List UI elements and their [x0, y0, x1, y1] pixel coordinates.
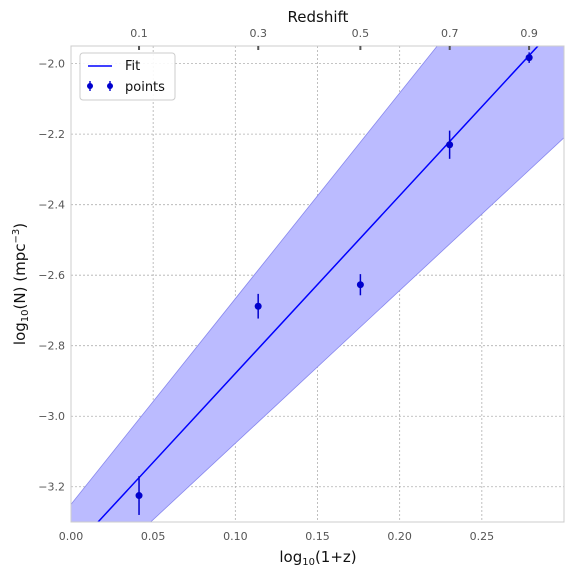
- fit-line-layer: [97, 46, 539, 522]
- y-tick-label: −2.8: [38, 340, 65, 353]
- data-point: [356, 274, 364, 296]
- data-point: [135, 476, 143, 515]
- fit-line: [97, 46, 539, 522]
- top-tick-label: 0.9: [520, 27, 538, 40]
- y-tick-label: −2.4: [38, 199, 65, 212]
- y-axis-label: log10(N) (mpc−3): [11, 223, 31, 345]
- top-tick-label: 0.1: [130, 27, 148, 40]
- point-marker: [356, 281, 364, 289]
- x-tick-label: 0.20: [387, 530, 412, 543]
- legend-points-swatch: [87, 81, 113, 91]
- data-point: [525, 52, 533, 63]
- x-tick-label: 0.15: [305, 530, 330, 543]
- point-marker: [446, 141, 454, 149]
- y-tick-label: −3.0: [38, 410, 65, 423]
- x-tick-label: 0.25: [470, 530, 495, 543]
- x-tick-label: 0.10: [223, 530, 248, 543]
- data-point: [254, 293, 262, 319]
- data-point: [446, 130, 454, 159]
- x-tick-label: 0.05: [141, 530, 166, 543]
- top-tick-label: 0.3: [249, 27, 267, 40]
- top-tick-label: 0.5: [352, 27, 370, 40]
- y-tick-label: −2.0: [38, 58, 65, 71]
- top-axis-label: Redshift: [288, 8, 349, 26]
- y-axis-ticks: −3.2 −3.0 −2.8 −2.6 −2.4 −2.2 −2.0: [38, 58, 65, 494]
- legend-box: [79, 52, 176, 101]
- data-points: [135, 52, 533, 515]
- plot-frame: [70, 45, 565, 523]
- legend: Fit points: [79, 52, 176, 101]
- legend-points-label: points: [125, 80, 165, 95]
- point-marker: [525, 54, 533, 62]
- y-tick-label: −2.2: [38, 128, 65, 141]
- y-tick-label: −2.6: [38, 269, 65, 282]
- y-tick-label: −3.2: [38, 481, 65, 494]
- point-marker: [135, 492, 143, 500]
- top-tick-label: 0.7: [441, 27, 459, 40]
- x-axis-ticks: 0.00 0.05 0.10 0.15 0.20 0.25: [59, 530, 494, 543]
- legend-fit-label: Fit: [125, 59, 140, 74]
- top-axis-ticks: 0.1 0.3 0.5 0.7 0.9: [130, 27, 538, 50]
- point-marker: [254, 302, 262, 310]
- x-tick-label: 0.00: [59, 530, 84, 543]
- x-axis-label: log10(1+z): [279, 548, 356, 568]
